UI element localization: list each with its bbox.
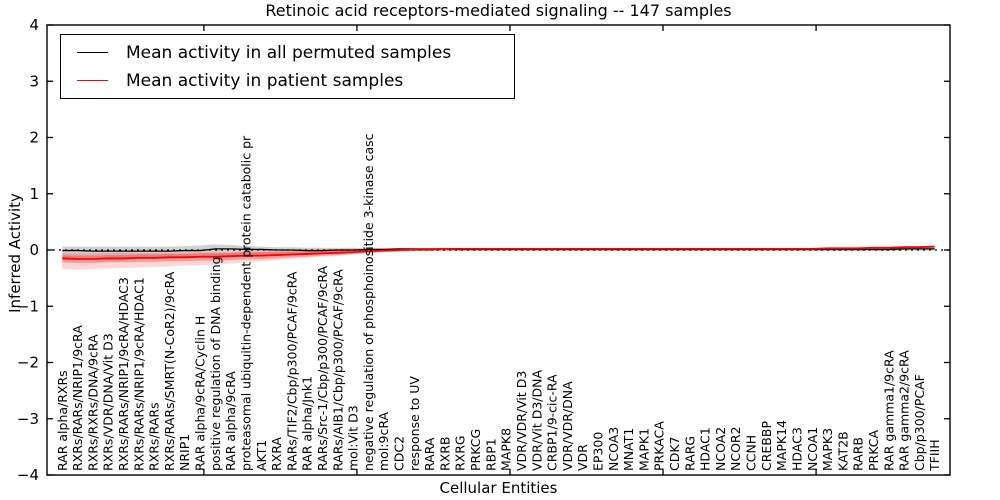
y-tick-label: 0 <box>29 241 39 259</box>
x-tick-label: RAR alpha/RXRs <box>55 370 70 471</box>
y-tick-label: 3 <box>29 72 39 90</box>
x-tick-label: TFIIH <box>927 439 942 472</box>
x-tick-label: CCNH <box>744 435 759 471</box>
x-tick-label: proteasomal ubiquitin-dependent protein … <box>238 135 253 471</box>
x-tick-label: RXRs/RARs <box>147 402 162 471</box>
x-tick-label: RAR alpha/9cRA/Cyclin H <box>193 316 208 471</box>
x-tick-label: RXRs/VDR/DNA/Vit D3 <box>101 333 116 471</box>
x-tick-label: RARs/AIB1/Cbp/p300/PCAF/9cRA <box>330 269 345 471</box>
x-tick-label: NCOR2 <box>728 426 743 471</box>
confidence-band <box>62 244 935 259</box>
x-tick-label: RXRs/RARs/SMRT(N-CoR2)/9cRA <box>162 271 177 471</box>
y-tick-label: 4 <box>29 16 39 34</box>
x-tick-label: PRKCA <box>866 430 881 471</box>
x-tick-label: mol:Vit D3 <box>346 405 361 471</box>
x-tick-label: HDAC1 <box>698 427 713 471</box>
legend-line-red-icon <box>77 80 108 81</box>
x-tick-label: RXRs/RXRs/DNA/9cRA <box>85 334 100 471</box>
x-tick-label: VDR <box>575 444 590 471</box>
x-tick-label: CDK7 <box>667 436 682 471</box>
legend: Mean activity in all permuted samples Me… <box>60 34 515 99</box>
x-tick-label: PRKCG <box>468 429 483 471</box>
y-tick-label: −4 <box>17 466 39 484</box>
x-tick-label: RAR alpha/9cRA <box>223 371 238 471</box>
x-tick-label: RXRG <box>453 435 468 471</box>
x-tick-label: NCOA3 <box>606 427 621 471</box>
y-tick-label: −1 <box>17 297 39 315</box>
confidence-band <box>62 245 935 270</box>
x-tick-label: negative regulation of phosphoinositide … <box>361 133 376 471</box>
x-tick-label: PRKACA <box>652 421 667 471</box>
x-tick-label: Cbp/p300/PCAF <box>912 374 927 471</box>
x-tick-label: RARs/TIF2/Cbp/p300/PCAF/9cRA <box>284 271 299 471</box>
x-tick-label: CREBBP <box>759 421 774 471</box>
x-tick-label: RARB <box>851 437 866 471</box>
y-tick-label: −2 <box>17 354 39 372</box>
x-tick-label: positive regulation of DNA binding <box>208 256 223 471</box>
x-tick-label: EP300 <box>590 432 605 471</box>
x-tick-label: MAPK3 <box>820 428 835 471</box>
x-tick-label: RXRs/RARs/NRIP1/9cRA/HDAC1 <box>131 277 146 471</box>
x-tick-label: RARG <box>682 436 697 471</box>
legend-label-patient: Mean activity in patient samples <box>126 70 404 91</box>
x-tick-label: MAPK8 <box>499 428 514 471</box>
legend-label-permuted: Mean activity in all permuted samples <box>126 42 452 63</box>
x-tick-label: VDR/VDR/DNA <box>560 381 575 471</box>
x-tick-label: RARA <box>422 437 437 471</box>
y-tick-label: 2 <box>29 129 39 147</box>
legend-line-black-icon <box>77 52 108 53</box>
x-tick-label: RARs/Src-1/Cbp/p300/PCAF/9cRA <box>315 265 330 471</box>
x-tick-label: RXRs/RARs/NRIP1/9cRA/HDAC3 <box>116 277 131 471</box>
x-tick-label: RAR alpha/Jnk1 <box>300 376 315 471</box>
x-tick-label: KAT2B <box>835 431 850 471</box>
x-tick-label: mol:9cRA <box>376 411 391 471</box>
y-tick-label: −3 <box>17 410 39 428</box>
x-tick-label: NCOA2 <box>713 427 728 471</box>
x-tick-label: NRIP1 <box>177 434 192 471</box>
x-tick-label: RXRB <box>437 436 452 471</box>
x-tick-label: NCOA1 <box>805 427 820 471</box>
x-tick-label: RAR gamma2/9cRA <box>897 350 912 471</box>
x-tick-label: MAPK1 <box>636 428 651 471</box>
x-tick-label: MAPK14 <box>774 420 789 471</box>
x-tick-label: CDC2 <box>392 436 407 471</box>
x-tick-label: CRBP1/9-cic-RA <box>545 374 560 471</box>
y-axis-label: Inferred Activity <box>6 193 24 313</box>
x-tick-label: HDAC3 <box>789 427 804 471</box>
x-tick-label: VDR/Vit D3/DNA <box>529 370 544 471</box>
x-tick-label: RAR gamma1/9cRA <box>881 350 896 471</box>
chart-title: Retinoic acid receptors-mediated signali… <box>265 1 732 20</box>
x-tick-label: AKT1 <box>254 440 269 471</box>
x-tick-label: VDR/VDR/Vit D3 <box>514 371 529 471</box>
x-tick-label: MNAT1 <box>621 428 636 471</box>
x-tick-label: RBP1 <box>483 438 498 471</box>
y-tick-label: 1 <box>29 185 39 203</box>
legend-item-patient: Mean activity in patient samples <box>65 68 510 93</box>
legend-item-permuted: Mean activity in all permuted samples <box>65 40 510 65</box>
x-axis-label: Cellular Entities <box>439 479 558 497</box>
series-line <box>62 245 935 260</box>
x-tick-label: RXRs/RARs/NRIP1/9cRA <box>70 325 85 471</box>
x-tick-label: RXRA <box>269 437 284 471</box>
x-tick-label: response to UV <box>407 376 422 471</box>
